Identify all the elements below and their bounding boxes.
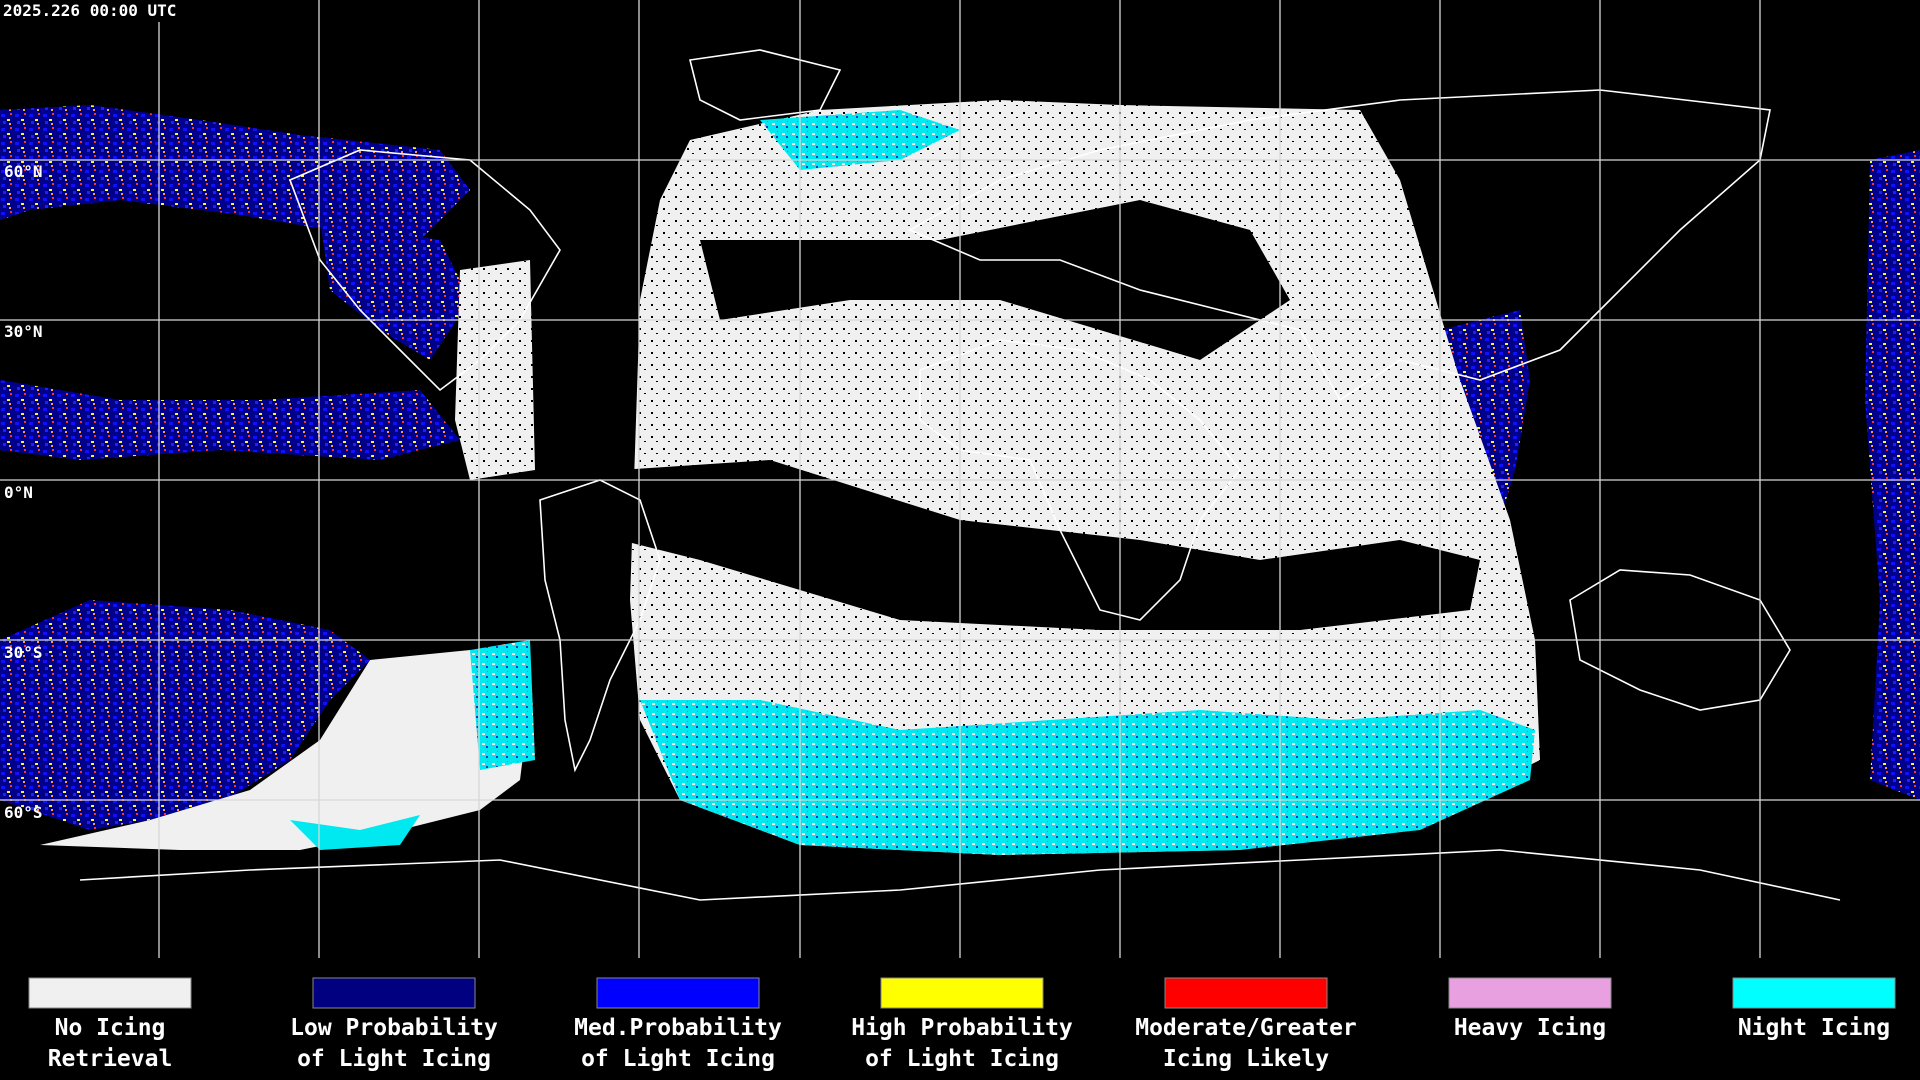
icing-area — [1440, 310, 1530, 520]
legend-label: No Icing — [55, 1015, 166, 1041]
legend-label: of Light Icing — [581, 1046, 775, 1072]
legend-swatch — [596, 977, 760, 1009]
timestamp: 2025.226 00:00 UTC — [3, 1, 176, 20]
legend-swatch — [880, 977, 1044, 1009]
icing-area — [0, 105, 470, 240]
graticule — [0, 0, 1920, 958]
night-area — [760, 110, 960, 170]
legend-label: Icing Likely — [1163, 1046, 1329, 1072]
legend-label: Heavy Icing — [1454, 1015, 1606, 1041]
icing-area — [0, 380, 460, 460]
legend-label: of Light Icing — [297, 1046, 491, 1072]
latitude-label: 60°N — [4, 162, 43, 181]
latitude-label: 60°S — [4, 803, 43, 822]
legend-label: Retrieval — [48, 1046, 173, 1072]
legend-swatch — [1164, 977, 1328, 1009]
coastline — [539, 479, 661, 773]
legend-label: Med.Probability — [574, 1015, 782, 1041]
icing-area — [1865, 150, 1920, 800]
latitude-label: 30°S — [4, 643, 43, 662]
latitude-label: 0°N — [4, 483, 33, 502]
clear-area — [620, 460, 1480, 630]
legend-swatch — [312, 977, 476, 1009]
night-area — [290, 815, 420, 850]
legend-label: Low Probability — [290, 1015, 498, 1041]
legend: No Icing Retrieval Low Probability of Light… — [28, 977, 1896, 1072]
coastline — [288, 149, 561, 392]
legend-swatch — [1448, 977, 1612, 1009]
legend-swatch — [1732, 977, 1896, 1009]
coastline — [689, 49, 842, 121]
legend-swatch — [28, 977, 192, 1009]
legend-label: Moderate/Greater — [1135, 1015, 1357, 1041]
cloud-area — [455, 260, 535, 480]
coastline — [1569, 569, 1791, 711]
legend-label: High Probability — [851, 1015, 1073, 1041]
icing-area — [0, 600, 370, 830]
coastline — [908, 89, 1771, 402]
legend-label: of Light Icing — [865, 1046, 1059, 1072]
icing-area — [320, 220, 470, 360]
night-area — [640, 700, 1535, 855]
latitude-labels: 60°N 30°N 0°N 30°S 60°S — [4, 162, 43, 822]
latitude-label: 30°N — [4, 322, 43, 341]
timestamp-background — [0, 0, 218, 22]
legend-label: Night Icing — [1738, 1015, 1890, 1041]
coastline — [919, 339, 1242, 621]
night-area — [470, 640, 535, 770]
